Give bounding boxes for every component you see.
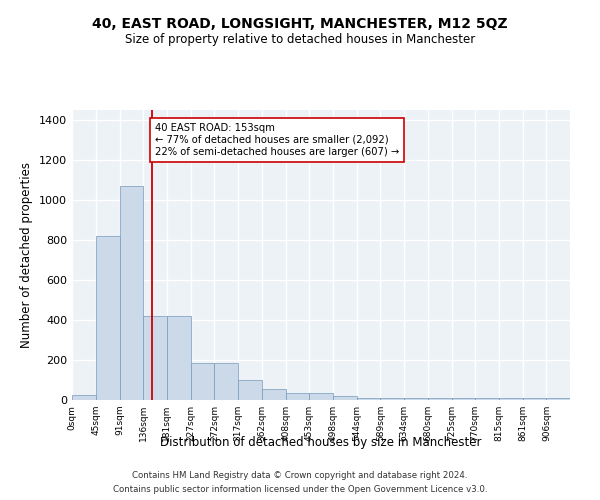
Bar — [475, 398, 499, 400]
Bar — [286, 393, 309, 400]
Bar — [309, 393, 333, 400]
Bar — [357, 398, 380, 400]
Bar — [72, 395, 95, 400]
Bar — [143, 316, 167, 400]
Bar — [499, 398, 523, 400]
Bar — [452, 398, 475, 400]
Text: Contains HM Land Registry data © Crown copyright and database right 2024.: Contains HM Land Registry data © Crown c… — [132, 472, 468, 480]
Bar — [262, 389, 286, 400]
Bar — [547, 398, 570, 400]
Text: 40, EAST ROAD, LONGSIGHT, MANCHESTER, M12 5QZ: 40, EAST ROAD, LONGSIGHT, MANCHESTER, M1… — [92, 18, 508, 32]
Bar — [333, 396, 357, 400]
Bar — [428, 398, 452, 400]
Text: Size of property relative to detached houses in Manchester: Size of property relative to detached ho… — [125, 32, 475, 46]
Y-axis label: Number of detached properties: Number of detached properties — [20, 162, 34, 348]
Bar — [404, 398, 428, 400]
Bar — [191, 363, 214, 400]
Text: Distribution of detached houses by size in Manchester: Distribution of detached houses by size … — [160, 436, 482, 449]
Bar — [523, 398, 547, 400]
Text: Contains public sector information licensed under the Open Government Licence v3: Contains public sector information licen… — [113, 484, 487, 494]
Bar — [167, 316, 191, 400]
Bar — [238, 380, 262, 400]
Bar — [380, 398, 404, 400]
Bar — [214, 363, 238, 400]
Bar — [95, 236, 119, 400]
Text: 40 EAST ROAD: 153sqm
← 77% of detached houses are smaller (2,092)
22% of semi-de: 40 EAST ROAD: 153sqm ← 77% of detached h… — [155, 124, 399, 156]
Bar — [119, 186, 143, 400]
